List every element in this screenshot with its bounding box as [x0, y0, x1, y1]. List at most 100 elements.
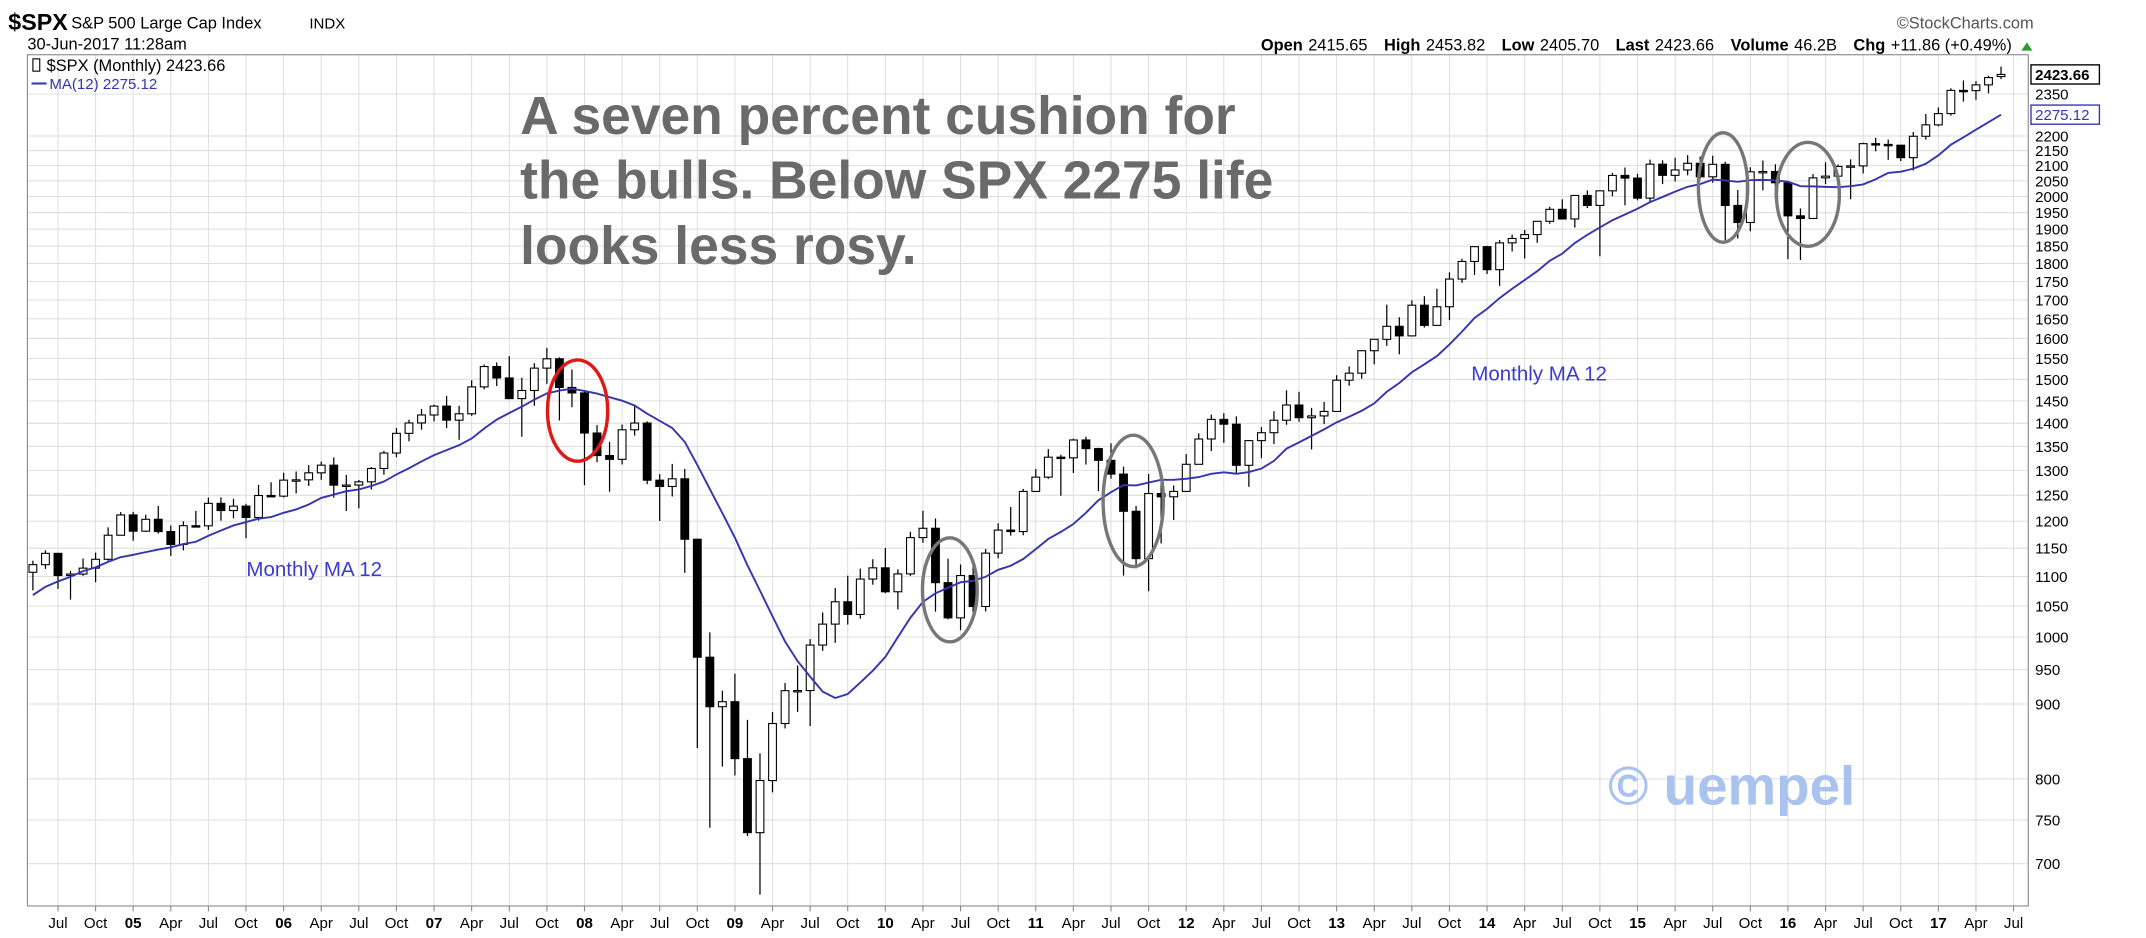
- change-arrow: [2021, 42, 2033, 51]
- candle-body: [329, 464, 339, 486]
- candle-body: [316, 464, 326, 474]
- y-tick-label: 1950: [2035, 205, 2068, 222]
- candle-body: [53, 552, 63, 577]
- x-tick-label: Jul: [48, 915, 67, 932]
- candle-body: [918, 527, 928, 539]
- candle-body: [1758, 170, 1768, 174]
- candle-body: [1595, 190, 1605, 206]
- candle-body: [1219, 418, 1229, 425]
- candle-body: [1507, 237, 1517, 244]
- candle-body: [630, 422, 640, 431]
- x-tick-label: Oct: [836, 915, 860, 932]
- candle-body: [1808, 177, 1818, 220]
- candle-body: [1457, 260, 1467, 280]
- candle-body: [1169, 490, 1179, 498]
- x-tick-label: Jul: [650, 915, 669, 932]
- x-tick-label: 10: [877, 915, 894, 932]
- candle-body: [1156, 493, 1166, 498]
- candle-body: [1068, 439, 1078, 459]
- x-tick-label: Oct: [1739, 915, 1763, 932]
- x-tick-label: Jul: [1252, 915, 1271, 932]
- y-tick-label: 1200: [2035, 514, 2068, 531]
- candle-body: [1733, 204, 1743, 224]
- candle-body: [1332, 379, 1342, 412]
- source: ©StockCharts.com: [1897, 15, 2034, 33]
- candle-body: [1470, 246, 1479, 263]
- x-tick-label: 13: [1328, 915, 1345, 932]
- candle-body: [1933, 113, 1943, 126]
- x-tick-label: Jul: [1101, 915, 1120, 932]
- x-tick-label: Apr: [610, 915, 633, 932]
- candle-body: [868, 567, 878, 580]
- stat-value: +11.86 (+0.49%): [1891, 37, 2012, 55]
- candle-body: [1244, 440, 1254, 466]
- candle-body: [1921, 124, 1931, 137]
- y-tick-label: 700: [2035, 856, 2060, 873]
- candle-body: [1871, 143, 1881, 146]
- candle-body: [1419, 304, 1429, 326]
- candle-body: [1883, 143, 1893, 147]
- candle-body: [1633, 177, 1642, 199]
- x-tick-label: Apr: [761, 915, 784, 932]
- x-tick-label: Jul: [1553, 915, 1572, 932]
- y-tick-label: 1750: [2035, 274, 2068, 291]
- candle-body: [667, 478, 677, 488]
- candle-body: [254, 494, 263, 519]
- y-tick-label: 2200: [2035, 128, 2068, 145]
- candle-body: [1482, 246, 1492, 271]
- x-tick-label: 17: [1930, 915, 1947, 932]
- candle-body: [1307, 415, 1316, 419]
- candle-body: [1206, 418, 1216, 440]
- highlight-ellipse: [1101, 433, 1166, 569]
- y-tick-label: 1050: [2035, 599, 2068, 616]
- stat-label: Last: [1616, 37, 1650, 55]
- candle-body: [191, 525, 201, 528]
- y-tick-label: 800: [2035, 771, 2060, 788]
- candle-body: [1582, 194, 1592, 206]
- candle-body: [1520, 234, 1530, 240]
- x-tick-label: 16: [1780, 915, 1797, 932]
- candle-body: [229, 505, 238, 512]
- y-tick-label: 1400: [2035, 416, 2068, 433]
- candle-body: [1445, 278, 1454, 308]
- candle-body: [1708, 163, 1718, 178]
- x-tick-label: Oct: [535, 915, 559, 932]
- candle-body: [404, 422, 414, 434]
- x-tick-label: 06: [275, 915, 292, 932]
- y-tick-label: 2050: [2035, 173, 2068, 190]
- x-tick-label: Jul: [801, 915, 820, 932]
- y-tick-label: 1900: [2035, 222, 2068, 239]
- candle-body: [1407, 304, 1417, 337]
- candle-body: [1432, 306, 1442, 326]
- candle-body: [1670, 169, 1680, 176]
- candle-body: [266, 494, 276, 498]
- stats: Open 2415.65 High 2453.82 Low 2405.70 Last 2423…: [1261, 37, 2012, 55]
- x-tick-label: Apr: [1663, 915, 1686, 932]
- candle-body: [379, 452, 389, 470]
- candle-body: [366, 467, 376, 483]
- stat-value: 2453.82: [1426, 37, 1485, 55]
- x-tick-label: 12: [1178, 915, 1195, 932]
- candle-body: [417, 414, 426, 424]
- x-tick-label: 07: [426, 915, 443, 932]
- candle-body: [780, 690, 790, 725]
- candle-body: [755, 780, 765, 834]
- y-tick-label: 750: [2035, 812, 2060, 829]
- candle-body: [28, 564, 38, 573]
- candle-body: [354, 481, 364, 486]
- y-tick-label: 1600: [2035, 331, 2068, 348]
- x-tick-label: Apr: [1513, 915, 1536, 932]
- candle-body: [479, 366, 489, 388]
- y-tick-label: 1350: [2035, 439, 2068, 456]
- candle-body: [291, 479, 301, 482]
- y-tick-label: 1700: [2035, 292, 2068, 309]
- candle-body: [1896, 144, 1906, 159]
- candle-body: [341, 484, 351, 487]
- x-tick-label: Oct: [385, 915, 409, 932]
- y-tick-label: 1100: [2035, 569, 2067, 586]
- x-tick-label: Jul: [500, 915, 519, 932]
- highlight-ellipse: [545, 358, 610, 463]
- candle-body: [203, 502, 213, 527]
- y-tick-label: 1150: [2035, 541, 2067, 558]
